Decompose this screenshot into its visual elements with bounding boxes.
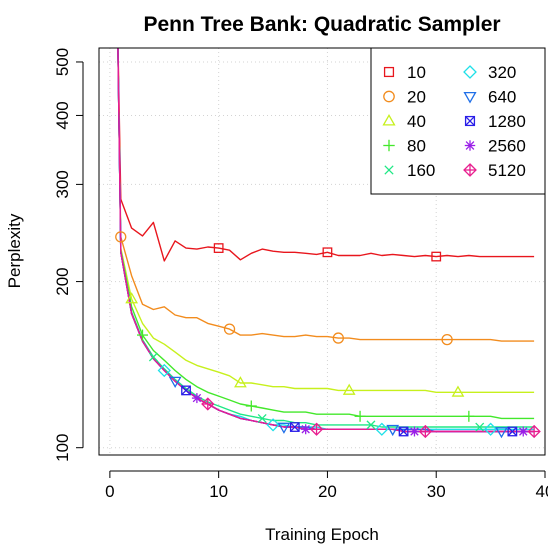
marker-2560-epoch-18 [300, 424, 311, 435]
legend-item-80: 80 [383, 137, 426, 156]
legend-label-10: 10 [407, 63, 426, 82]
marker-640-epoch-26 [386, 424, 400, 437]
legend-marker-10 [383, 66, 395, 78]
marker-80-epoch-13 [245, 400, 257, 412]
legend-item-10: 10 [383, 63, 426, 82]
series-line-40 [117, 48, 535, 393]
legend-item-1280: 1280 [464, 112, 526, 131]
y-tick-label: 100 [53, 434, 72, 462]
marker-5120-epoch-9 [201, 397, 215, 411]
marker-20-epoch-11 [223, 323, 236, 335]
legend-marker-320 [463, 65, 477, 79]
marker-40-epoch-22 [342, 383, 356, 395]
legend-label-20: 20 [407, 88, 426, 107]
legend-item-640: 640 [463, 88, 516, 107]
marker-320-epoch-35 [483, 422, 498, 436]
marker-20-epoch-1 [115, 231, 127, 243]
marker-80-epoch-3 [137, 329, 149, 341]
marker-160-epoch-34 [475, 422, 485, 432]
legend-box [370, 47, 546, 195]
x-tick-label: 40 [536, 482, 548, 501]
x-tick-label: 30 [427, 482, 446, 501]
legend-item-20: 20 [383, 88, 426, 107]
x-tick-label: 0 [105, 482, 114, 501]
marker-320-epoch-15 [266, 418, 280, 432]
legend-label-320: 320 [488, 63, 516, 82]
y-axis: 100 200 300 400 500 [53, 48, 84, 462]
legend: 10 20 40 80 160 320 640 1280 2560 5120 [370, 47, 546, 195]
y-tick-label: 300 [53, 170, 72, 198]
legend-label-2560: 2560 [488, 137, 526, 156]
marker-80-epoch-33 [463, 410, 475, 422]
legend-marker-640 [463, 91, 477, 104]
marker-320-epoch-25 [375, 422, 389, 436]
legend-marker-80 [383, 139, 395, 152]
series-markers [115, 231, 541, 439]
marker-80-epoch-23 [354, 410, 366, 422]
y-tick-label: 500 [53, 48, 72, 76]
legend-label-80: 80 [407, 137, 426, 156]
legend-marker-40 [382, 113, 396, 126]
x-axis-label: Training Epoch [265, 525, 379, 544]
x-tick-label: 10 [209, 482, 228, 501]
plot-frame [98, 47, 546, 456]
legend-label-5120: 5120 [488, 161, 526, 180]
marker-20-epoch-21 [332, 332, 344, 344]
legend-marker-160 [384, 165, 394, 175]
marker-320-epoch-5 [157, 363, 171, 378]
marker-10-epoch-20 [322, 247, 333, 258]
marker-5120-epoch-19 [309, 422, 324, 436]
chart-title: Penn Tree Bank: Quadratic Sampler [143, 13, 500, 36]
y-tick-label: 200 [53, 267, 72, 295]
marker-1280-epoch-37 [507, 426, 518, 437]
marker-10-epoch-30 [431, 251, 442, 262]
legend-label-160: 160 [407, 161, 435, 180]
marker-160-epoch-4 [148, 352, 158, 362]
marker-40-epoch-32 [451, 385, 465, 397]
x-tick-label: 20 [318, 482, 337, 501]
legend-item-5120: 5120 [463, 161, 526, 180]
legend-item-320: 320 [463, 63, 516, 82]
legend-label-1280: 1280 [488, 112, 526, 131]
marker-1280-epoch-27 [398, 426, 409, 437]
legend-marker-5120 [463, 163, 477, 177]
marker-160-epoch-24 [366, 420, 376, 430]
legend-label-40: 40 [407, 112, 426, 131]
marker-5120-epoch-29 [418, 424, 433, 439]
y-tick-label: 400 [53, 101, 72, 129]
marker-20-epoch-31 [441, 333, 453, 346]
legend-marker-20 [383, 90, 395, 103]
y-axis-label: Perplexity [5, 213, 24, 288]
marker-2560-epoch-28 [409, 426, 420, 437]
series-line-10 [117, 48, 535, 262]
series-line-160 [117, 48, 535, 428]
marker-1280-epoch-17 [289, 422, 300, 432]
marker-1280-epoch-7 [181, 385, 191, 396]
marker-40-epoch-2 [125, 292, 139, 304]
marker-640-epoch-36 [495, 427, 508, 439]
marker-2560-epoch-8 [191, 393, 202, 404]
legend-item-2560: 2560 [464, 137, 526, 156]
legend-item-160: 160 [384, 161, 435, 180]
legend-label-640: 640 [488, 88, 516, 107]
legend-marker-2560 [464, 140, 476, 151]
marker-40-epoch-12 [234, 376, 247, 388]
x-axis: 0 10 20 30 40 [105, 470, 548, 501]
marker-10-epoch-10 [213, 243, 224, 253]
marker-640-epoch-6 [168, 376, 182, 388]
series-line-20 [117, 48, 535, 342]
marker-160-epoch-14 [257, 413, 267, 423]
legend-marker-1280 [464, 115, 476, 127]
legend-item-40: 40 [382, 112, 426, 131]
marker-640-epoch-16 [277, 422, 291, 434]
marker-5120-epoch-39 [527, 424, 541, 439]
marker-2560-epoch-38 [518, 426, 529, 437]
